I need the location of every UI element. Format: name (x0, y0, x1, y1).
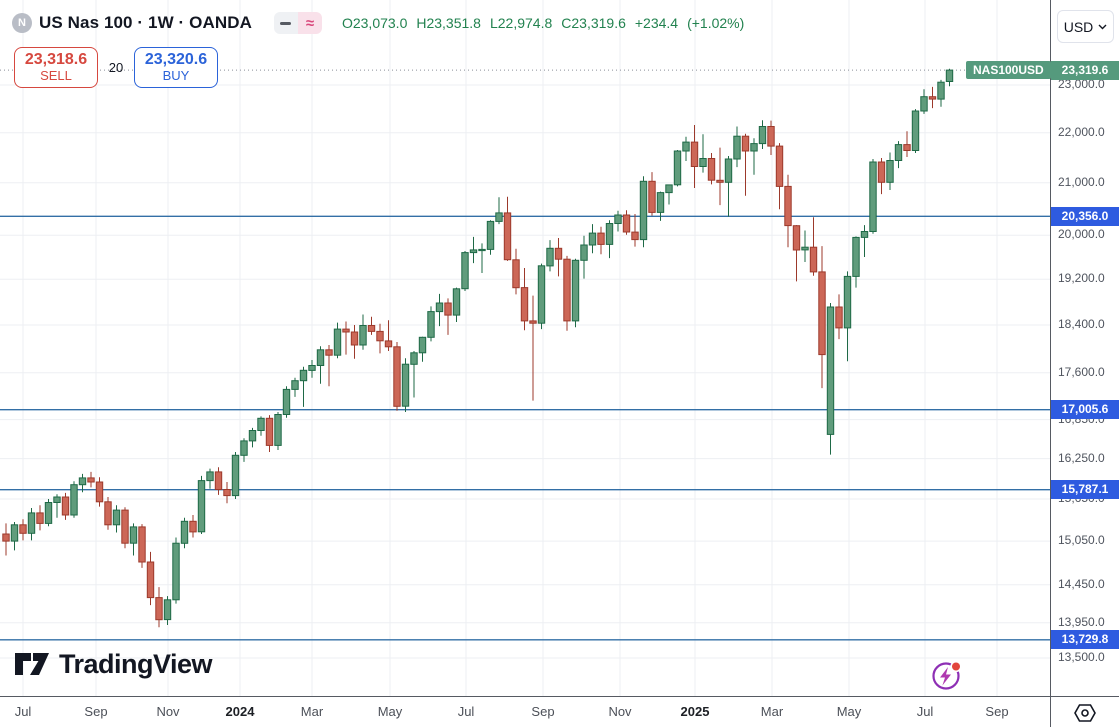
candlestick-chart[interactable] (0, 0, 1050, 696)
axis-settings-corner[interactable] (1050, 697, 1119, 727)
spread-value: 20 (108, 60, 124, 75)
ohlc-low: L22,974.8 (489, 15, 553, 31)
price-axis-label: 14,450.0 (1058, 577, 1105, 591)
price-axis-label: 21,000.0 (1058, 175, 1105, 189)
price-axis-label: 22,000.0 (1058, 125, 1105, 139)
time-axis-label: Sep (531, 704, 555, 719)
symbol-legend[interactable]: N US Nas 100 · 1W · OANDA ≈ O23,073.0 H2… (12, 12, 744, 34)
ohlc-change-pct: (+1.02%) (687, 15, 745, 31)
tradingview-logo-text: TradingView (59, 648, 213, 679)
time-axis-label: 2025 (680, 704, 710, 719)
price-axis-label: 17,600.0 (1058, 365, 1105, 379)
time-axis-label: Sep (985, 704, 1009, 719)
time-axis[interactable]: Jul Sep Nov 2024 Mar May Jul Sep Nov 2025 Mar May Ju… (0, 696, 1119, 727)
buy-label: BUY (162, 68, 190, 84)
time-axis-label: 2024 (225, 704, 255, 719)
time-axis-label: Mar (300, 704, 324, 719)
price-axis-label: 15,050.0 (1058, 533, 1105, 547)
buy-price: 23,320.6 (144, 51, 208, 69)
currency-dropdown[interactable]: USD (1057, 10, 1114, 43)
time-axis-label: Jul (14, 704, 32, 719)
tradingview-logo-icon (15, 653, 49, 675)
price-level-badge: 13,729.8 (1051, 630, 1119, 649)
ohlc-open: O23,073.0 (341, 15, 408, 31)
sell-button[interactable]: 23,318.6 SELL (14, 47, 98, 88)
ohlc-close: C23,319.6 (561, 15, 626, 31)
current-price-badge: 23,319.6 (1051, 61, 1119, 80)
time-axis-label: Nov (608, 704, 632, 719)
currency-label: USD (1063, 18, 1094, 35)
price-axis[interactable]: USD 23,000.0 22,000.0 21,000.0 20,000.0 19,2… (1050, 0, 1119, 696)
price-axis-label: 13,500.0 (1058, 650, 1105, 664)
price-level-badge: 20,356.0 (1051, 207, 1119, 226)
price-level-badge: 17,005.6 (1051, 400, 1119, 419)
time-axis-label: Sep (84, 704, 108, 719)
time-axis-label: May (836, 704, 862, 719)
price-axis-label: 19,200.0 (1058, 271, 1105, 285)
sell-price: 23,318.6 (24, 51, 88, 69)
time-axis-label: Nov (156, 704, 180, 719)
legend-collapse-icon[interactable] (273, 12, 298, 34)
symbol-price-badge: NAS100USD (966, 61, 1051, 79)
price-axis-label: 23,000.0 (1058, 77, 1105, 91)
chevron-down-icon (1098, 24, 1107, 29)
sell-label: SELL (40, 68, 72, 84)
price-level-badge: 15,787.1 (1051, 480, 1119, 499)
time-axis-label: Mar (760, 704, 784, 719)
price-axis-label: 18,400.0 (1058, 317, 1105, 331)
price-axis-label: 16,250.0 (1058, 451, 1105, 465)
symbol-title[interactable]: US Nas 100 · 1W · OANDA (39, 13, 252, 32)
price-axis-label: 13,950.0 (1058, 615, 1105, 629)
symbol-logo-icon: N (12, 13, 32, 33)
time-axis-label: May (377, 704, 403, 719)
tradingview-logo[interactable]: TradingView (14, 648, 213, 680)
ohlc-readout: O23,073.0 H23,351.8 L22,974.8 C23,319.6 … (342, 15, 744, 31)
price-axis-label: 20,000.0 (1058, 227, 1105, 241)
time-axis-label: Jul (457, 704, 475, 719)
time-axis-label: Jul (916, 704, 934, 719)
ohlc-high: H23,351.8 (416, 15, 481, 31)
lightning-icon[interactable] (929, 657, 965, 693)
trade-panel: 23,318.6 SELL 20 23,320.6 BUY (14, 47, 218, 88)
ohlc-change: +234.4 (634, 15, 679, 31)
approx-values-icon[interactable]: ≈ (297, 12, 322, 34)
gear-icon[interactable] (1073, 701, 1097, 725)
buy-button[interactable]: 23,320.6 BUY (134, 47, 218, 88)
